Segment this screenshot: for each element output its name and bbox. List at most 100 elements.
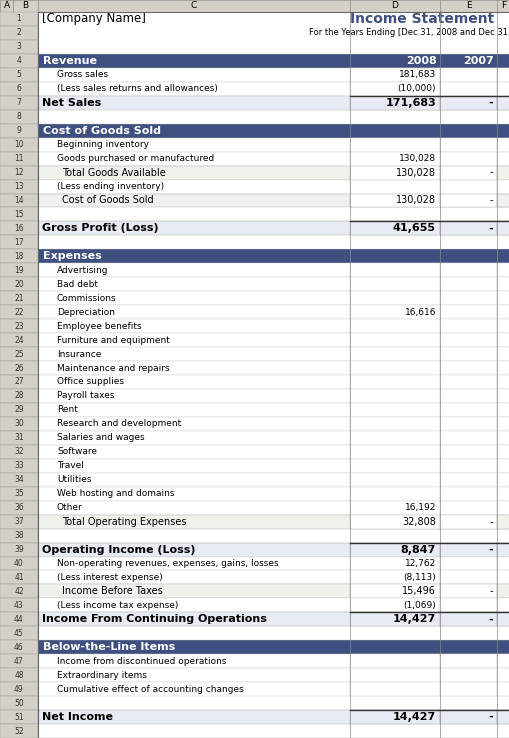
Text: Total Operating Expenses: Total Operating Expenses [62,517,186,527]
Bar [38,627,509,641]
Bar [349,500,439,514]
Text: 42: 42 [14,587,24,596]
Bar [496,613,509,627]
Text: -: - [488,545,492,554]
Bar [38,613,509,627]
Bar [0,54,38,68]
Bar [349,556,439,570]
Bar [496,584,509,599]
Bar [439,179,496,193]
Bar [439,319,496,333]
Bar [0,375,38,389]
Text: 11: 11 [14,154,24,163]
Bar [38,682,509,696]
Bar [0,277,38,292]
Bar [0,110,38,124]
Text: Operating Income (Loss): Operating Income (Loss) [42,545,195,554]
Text: Beginning inventory: Beginning inventory [57,140,149,149]
Text: Furniture and equipment: Furniture and equipment [57,336,169,345]
Text: D: D [391,1,398,10]
Bar [0,347,38,361]
Bar [38,221,509,235]
Text: (Less sales returns and allowances): (Less sales returns and allowances) [57,84,217,93]
Text: 17: 17 [14,238,24,247]
Bar [0,389,38,403]
Bar [0,249,38,263]
Bar [349,361,439,375]
Bar [38,138,509,151]
Bar [38,26,509,40]
Bar [0,696,38,710]
Bar [0,556,38,570]
Bar [349,193,439,207]
Text: 24: 24 [14,336,24,345]
Bar [496,333,509,347]
Text: 32: 32 [14,447,24,456]
Bar [0,124,38,138]
Bar [38,151,509,165]
Bar [0,641,38,654]
Text: Cost of Goods Sold: Cost of Goods Sold [43,125,161,136]
Bar [0,724,38,738]
Bar [439,333,496,347]
Bar [439,221,496,235]
Text: 51: 51 [14,713,24,722]
Bar [439,459,496,473]
Text: Web hosting and domains: Web hosting and domains [57,489,174,498]
Bar [439,514,496,528]
Text: 130,028: 130,028 [398,154,435,163]
Bar [349,514,439,528]
Bar [496,96,509,110]
Bar [349,263,439,277]
Text: Net Income: Net Income [42,712,113,722]
Bar [349,417,439,431]
Bar [496,263,509,277]
Bar [38,542,509,556]
Text: Depreciation: Depreciation [57,308,115,317]
Bar [38,263,509,277]
Bar [439,654,496,668]
Bar [439,584,496,599]
Bar [496,486,509,500]
Bar [38,724,509,738]
Bar [38,68,509,82]
Bar [439,500,496,514]
Text: Extraordinary items: Extraordinary items [57,671,147,680]
Text: 34: 34 [14,475,24,484]
Text: 49: 49 [14,685,24,694]
Bar [496,417,509,431]
Text: Below-the-Line Items: Below-the-Line Items [43,642,175,652]
Bar [439,82,496,96]
Bar [38,445,509,459]
Bar [38,347,509,361]
Text: 23: 23 [14,322,24,331]
Bar [0,319,38,333]
Text: 130,028: 130,028 [395,168,435,178]
Bar [439,151,496,165]
Bar [0,207,38,221]
Bar [496,710,509,724]
Bar [496,68,509,82]
Text: 25: 25 [14,350,24,359]
Text: 7: 7 [16,98,21,107]
Bar [496,389,509,403]
Bar [38,235,509,249]
Text: A: A [4,1,10,10]
Text: Research and development: Research and development [57,419,181,428]
Bar [439,682,496,696]
Bar [0,682,38,696]
Text: 46: 46 [14,643,24,652]
Text: 50: 50 [14,699,24,708]
Bar [38,403,509,417]
Bar [0,138,38,151]
Text: -: - [489,196,492,205]
Bar [496,277,509,292]
Bar [38,375,509,389]
Bar [349,306,439,319]
Text: 32,808: 32,808 [401,517,435,527]
Bar [0,306,38,319]
Bar [0,500,38,514]
Bar [38,389,509,403]
Bar [439,68,496,82]
Bar [496,292,509,306]
